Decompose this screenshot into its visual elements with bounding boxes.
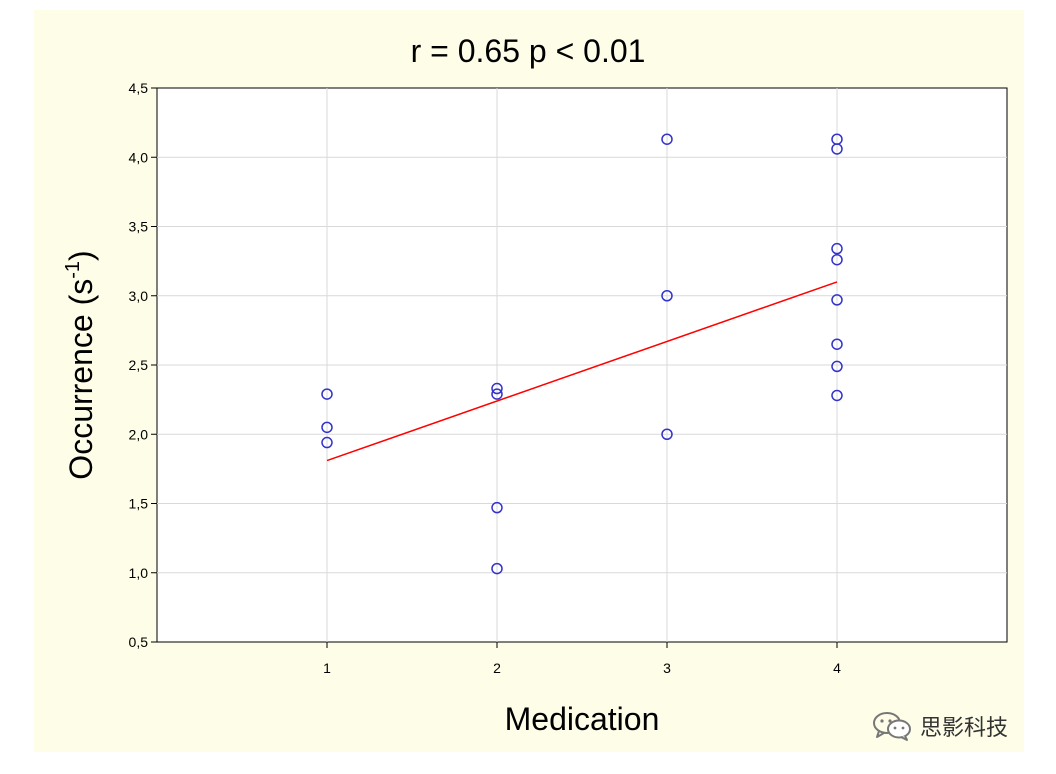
y-axis-title: Occurrence (s-1)	[62, 250, 99, 479]
regression-line-layer	[326, 281, 838, 462]
data-point	[661, 290, 673, 302]
grid-lines	[157, 88, 1007, 642]
data-point	[321, 436, 333, 449]
data-point	[661, 133, 673, 145]
data-point	[321, 388, 333, 400]
data-point	[831, 360, 843, 373]
data-point	[831, 242, 843, 255]
y-tick-label: 2,5	[129, 357, 149, 373]
y-tick-label: 0,5	[129, 634, 149, 650]
y-axis-title-main: Occurrence (s	[63, 279, 99, 480]
x-tick-label: 2	[493, 660, 501, 676]
x-tick-label: 1	[323, 660, 331, 676]
data-point	[491, 388, 503, 400]
tick-labels: 0,5 1,0 1,5 2,0 2,5 3,0 3,5 4,0 4,5 1 2 3 4	[129, 80, 842, 676]
x-axis-title: Medication	[505, 701, 660, 737]
data-point	[661, 428, 673, 440]
data-point	[491, 562, 503, 575]
y-tick-label: 4,5	[129, 80, 149, 96]
chart-title: r = 0.65 p < 0.01	[411, 33, 646, 69]
watermark: 思影科技	[872, 706, 1008, 746]
y-tick-label: 2,0	[129, 426, 149, 442]
x-tick-label: 3	[663, 660, 671, 676]
data-point	[831, 143, 843, 155]
y-tick-label: 3,5	[129, 219, 149, 235]
x-tick-label: 4	[833, 660, 841, 676]
data-points	[321, 133, 843, 575]
y-axis-title-superscript: -1	[62, 261, 84, 279]
data-point	[491, 382, 503, 395]
data-point	[321, 421, 333, 434]
data-point	[491, 501, 503, 514]
y-tick-label: 1,0	[129, 565, 149, 581]
data-point	[831, 253, 843, 266]
data-point	[831, 294, 843, 306]
y-tick-label: 1,5	[129, 496, 149, 512]
data-point	[831, 389, 843, 402]
y-axis-title-suffix: )	[63, 250, 99, 261]
wechat-icon	[873, 712, 911, 741]
data-point	[831, 338, 843, 350]
regression-line	[326, 281, 838, 462]
watermark-text: 思影科技	[920, 716, 1009, 741]
y-tick-label: 3,0	[129, 288, 149, 304]
y-tick-label: 4,0	[129, 149, 149, 165]
